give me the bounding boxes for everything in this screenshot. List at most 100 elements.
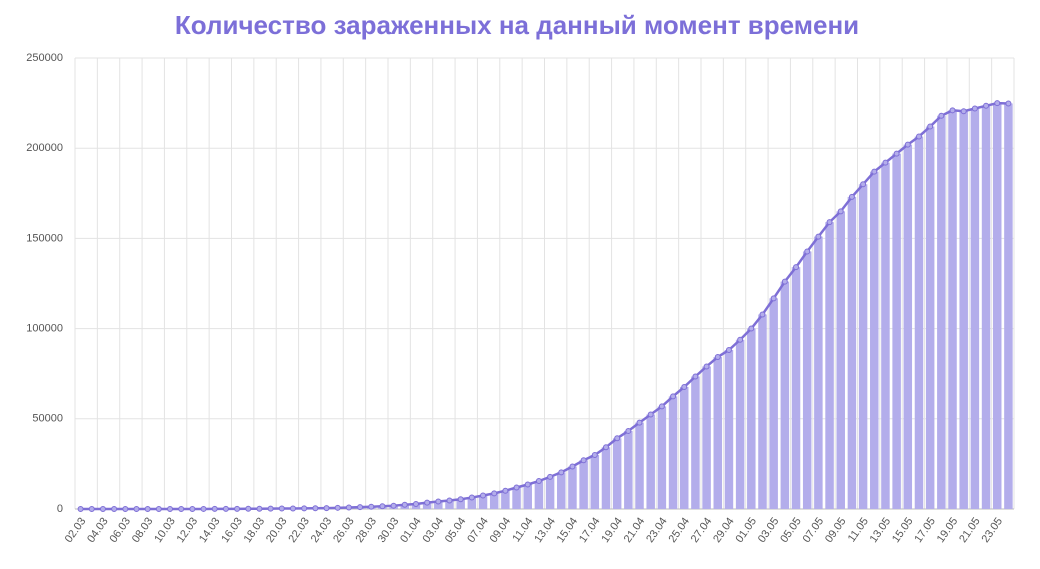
bar: [579, 460, 588, 509]
bar: [657, 406, 667, 509]
bar: [836, 211, 845, 509]
bar: [612, 438, 622, 509]
x-tick-label: 01.04: [398, 516, 424, 545]
bar: [691, 376, 700, 509]
y-tick-label: 100000: [26, 323, 63, 335]
bar: [635, 422, 644, 509]
bar: [668, 396, 678, 509]
bar: [870, 171, 879, 510]
point: [614, 435, 621, 442]
x-tick-label: 02.03: [63, 516, 89, 545]
x-tick-label: 25.04: [666, 516, 692, 545]
point: [714, 354, 721, 361]
bar: [747, 328, 756, 509]
x-tick-label: 05.05: [778, 516, 804, 545]
point: [692, 373, 699, 380]
bar: [914, 136, 924, 509]
point: [513, 484, 520, 491]
x-tick-label: 10.03: [152, 516, 178, 545]
point: [681, 383, 688, 390]
bar: [970, 108, 980, 510]
bar: [791, 267, 801, 509]
bar: [758, 314, 767, 509]
point: [390, 502, 397, 509]
bar: [702, 366, 711, 509]
bar: [948, 110, 957, 509]
bar: [601, 447, 611, 509]
point: [323, 505, 330, 512]
bar: [557, 472, 566, 509]
point: [88, 505, 95, 512]
x-tick-label: 03.04: [421, 516, 447, 545]
x-tick-label: 21.04: [622, 516, 648, 545]
x-tick-label: 09.05: [823, 516, 849, 545]
point: [882, 159, 889, 166]
point: [971, 105, 978, 112]
bar: [624, 430, 633, 509]
point: [189, 505, 196, 512]
x-tick-label: 07.05: [801, 516, 827, 545]
y-tick-label: 250000: [26, 52, 63, 64]
bar: [1004, 103, 1013, 509]
bar: [467, 497, 477, 509]
point: [245, 505, 252, 512]
x-tick-label: 17.05: [912, 516, 938, 545]
point: [256, 505, 263, 512]
point: [334, 504, 341, 511]
point: [211, 505, 218, 512]
bar: [679, 386, 689, 509]
point: [278, 505, 285, 512]
point: [893, 150, 900, 157]
chart-title: Количество зараженных на данный момент в…: [175, 10, 859, 40]
point: [636, 419, 643, 426]
point: [200, 505, 207, 512]
point: [837, 208, 844, 215]
point: [446, 497, 453, 504]
point: [781, 278, 788, 285]
point: [725, 346, 732, 353]
point: [144, 505, 151, 512]
point: [345, 504, 352, 511]
point: [994, 100, 1001, 107]
point: [502, 487, 509, 494]
point: [301, 505, 308, 512]
point: [770, 295, 777, 302]
point: [860, 181, 867, 188]
bar: [523, 484, 532, 509]
x-tick-label: 24.03: [309, 516, 335, 545]
bar: [590, 454, 600, 509]
point: [580, 457, 587, 464]
x-tick-label: 19.05: [935, 516, 961, 545]
x-tick-label: 23.04: [644, 516, 670, 545]
bar: [892, 153, 901, 509]
x-tick-label: 08.03: [130, 516, 156, 545]
bar: [825, 222, 834, 509]
y-tick-label: 0: [57, 503, 63, 515]
bar: [847, 196, 857, 509]
point: [748, 325, 755, 332]
x-tick-label: 03.05: [756, 516, 782, 545]
x-tick-label: 15.04: [555, 516, 581, 545]
bar: [802, 251, 812, 509]
point: [412, 500, 419, 507]
point: [122, 505, 129, 512]
point: [826, 219, 833, 226]
bar: [568, 466, 577, 509]
x-tick-label: 11.05: [846, 516, 871, 545]
point: [435, 498, 442, 505]
x-tick-label: 23.05: [979, 516, 1005, 545]
point: [848, 193, 855, 200]
point: [401, 501, 408, 508]
x-tick-label: 17.04: [577, 516, 603, 545]
point: [625, 427, 632, 434]
point: [77, 505, 84, 512]
point: [133, 505, 140, 512]
point: [558, 469, 565, 476]
point: [658, 403, 665, 410]
bar: [769, 298, 778, 509]
bar: [489, 493, 499, 509]
x-tick-label: 13.04: [532, 516, 558, 545]
x-tick-label: 22.03: [286, 516, 312, 545]
point: [379, 503, 386, 510]
point: [468, 494, 475, 501]
